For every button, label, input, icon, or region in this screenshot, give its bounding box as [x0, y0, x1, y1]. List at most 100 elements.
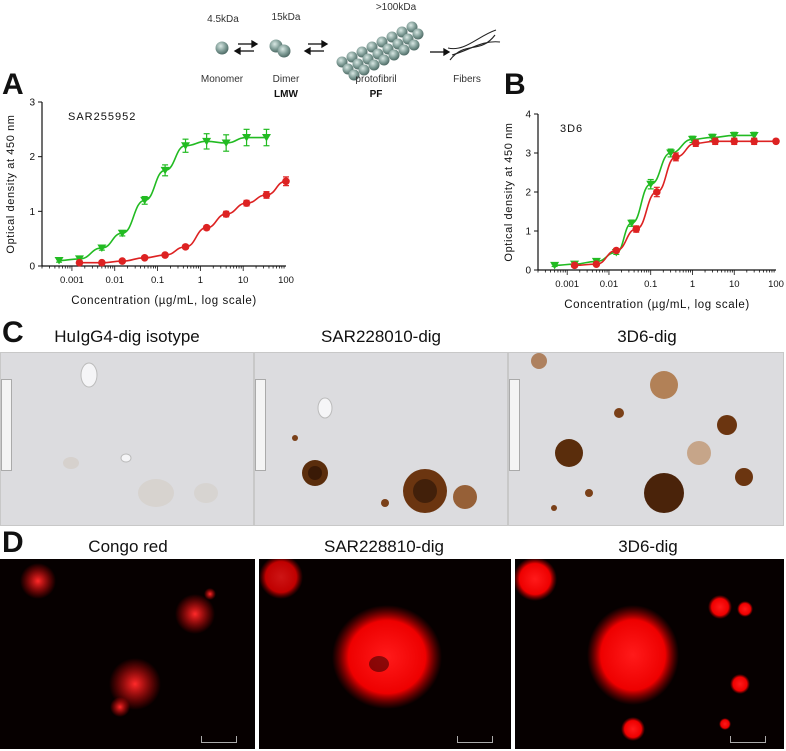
- fluorescence-title-1: Congo red: [88, 537, 168, 556]
- data-point: [672, 153, 680, 161]
- monomer-label: Monomer: [200, 74, 244, 85]
- x-tick-label: 100: [768, 279, 784, 290]
- pf-label: PF: [369, 89, 383, 100]
- histology-title-1: HuIgG4-dig isotype: [54, 327, 200, 346]
- data-point: [161, 251, 169, 259]
- data-point: [54, 257, 64, 265]
- x-tick-label: 0.1: [151, 275, 164, 286]
- histology-title-2: SAR228010-dig: [320, 327, 442, 346]
- x-tick-label: 1: [690, 279, 695, 290]
- data-point: [627, 219, 637, 228]
- scalebar: [201, 736, 237, 743]
- y-axis-label: Optical density at 450 nm: [503, 122, 515, 261]
- data-point: [160, 166, 170, 175]
- data-point: [612, 246, 621, 255]
- data-point: [75, 258, 84, 267]
- panel-letter-b: B: [504, 68, 526, 101]
- y-tick-label: 0: [525, 266, 531, 277]
- y-tick-label: 1: [29, 207, 35, 218]
- data-point: [98, 258, 106, 267]
- data-point: [687, 135, 697, 144]
- y-tick-label: 3: [525, 149, 531, 160]
- protofibril-spheres: [336, 21, 424, 81]
- data-point: [772, 137, 780, 146]
- data-point: [730, 137, 739, 146]
- data-point: [181, 142, 191, 150]
- data-point: [550, 261, 560, 270]
- x-tick-label: 0.01: [600, 279, 619, 290]
- fibers-label: Fibers: [453, 74, 481, 85]
- x-tick-label: 0.001: [555, 279, 579, 290]
- dimer-label: Dimer: [272, 74, 300, 85]
- data-point: [646, 180, 656, 189]
- y-tick-label: 3: [29, 98, 35, 109]
- panel-letter-a: A: [2, 68, 24, 101]
- y-tick-label: 1: [525, 227, 531, 238]
- fit-curve: [79, 180, 287, 264]
- equilibrium-arrow-2: [303, 39, 329, 56]
- equilibrium-arrow-1: [233, 39, 259, 56]
- data-point: [117, 229, 127, 238]
- data-point: [729, 131, 739, 140]
- dimer-spheres: [269, 39, 291, 58]
- fibers-drawing: [447, 29, 501, 61]
- fit-curve: [554, 134, 755, 267]
- data-point: [221, 139, 231, 147]
- data-point: [666, 149, 676, 157]
- data-point: [181, 243, 190, 251]
- data-point: [242, 134, 252, 142]
- fit-curve: [59, 136, 267, 262]
- data-point: [222, 210, 230, 218]
- histology-title-3: 3D6-dig: [617, 327, 677, 346]
- scale-tab: [255, 379, 266, 471]
- chart-title: 3D6: [560, 123, 583, 135]
- data-point: [118, 257, 127, 265]
- x-axis-label: Concentration (µg/mL, log scale): [71, 295, 257, 307]
- scale-tab: [509, 379, 520, 471]
- panel-letter-c: C: [2, 316, 24, 349]
- y-tick-label: 0: [29, 262, 35, 273]
- protofibril-label: protofibril: [355, 74, 397, 85]
- data-point: [653, 188, 661, 196]
- data-point: [202, 223, 211, 232]
- x-tick-label: 10: [238, 275, 249, 286]
- data-point: [282, 177, 290, 186]
- histology-image-isotype: [0, 352, 254, 526]
- data-point: [711, 137, 719, 146]
- protofibril-mass: >100kDa: [375, 2, 417, 13]
- scale-tab: [1, 379, 12, 471]
- forward-arrow: [430, 47, 451, 57]
- data-point: [140, 196, 150, 205]
- fluorescence-title-2: SAR228810-dig: [323, 537, 445, 556]
- histology-image-3d6: [508, 352, 784, 526]
- data-point: [261, 134, 271, 142]
- data-point: [749, 131, 759, 140]
- x-tick-label: 1: [198, 275, 203, 286]
- scalebar: [730, 736, 766, 743]
- monomer-mass: 4.5kDa: [207, 14, 239, 25]
- data-point: [570, 261, 579, 270]
- y-tick-label: 4: [525, 110, 531, 121]
- panel-letter-d: D: [2, 526, 24, 559]
- fluorescence-title-3: 3D6-dig: [618, 537, 678, 556]
- data-point: [140, 254, 149, 262]
- monomer-sphere: [215, 41, 229, 55]
- data-point: [691, 139, 700, 148]
- chart-a: 0 1 2 3 0.001 0.01 0.1 1 10 100 Concentration (µg/…: [5, 98, 294, 308]
- dimer-mass: 15kDa: [271, 12, 301, 23]
- x-axis-label: Concentration (µg/mL, log scale): [564, 299, 750, 311]
- x-tick-label: 0.01: [105, 275, 124, 286]
- x-tick-label: 100: [278, 275, 294, 286]
- data-point: [632, 225, 641, 233]
- data-point: [202, 137, 212, 146]
- x-tick-label: 10: [729, 279, 740, 290]
- y-tick-label: 2: [525, 188, 531, 199]
- scalebar: [457, 736, 493, 743]
- y-tick-label: 2: [29, 152, 35, 163]
- data-point: [592, 260, 601, 268]
- aggregation-schema: 4.5kDa 15kDa >100kDa: [190, 0, 530, 100]
- x-tick-label: 0.1: [644, 279, 657, 290]
- data-point: [262, 191, 271, 199]
- fluorescence-image-sar228810: [259, 559, 511, 749]
- chart-b: 0 1 2 3 4 0.001 0.01 0.1 1 10 100 Concentration (µg…: [503, 110, 784, 312]
